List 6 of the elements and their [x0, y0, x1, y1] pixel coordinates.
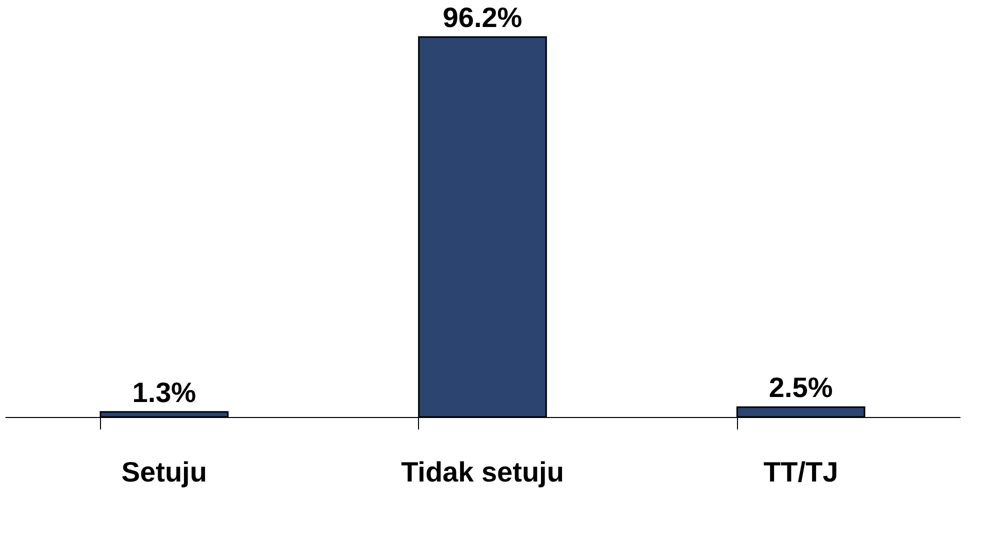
data-label: 2.5%: [768, 372, 833, 404]
data-label: 1.3%: [132, 376, 196, 408]
x-tick-label: Setuju: [121, 456, 207, 488]
x-tick-label: TT/TJ: [763, 456, 838, 488]
data-label: 96.2%: [442, 2, 522, 34]
x-tick-label: Tidak setuju: [401, 456, 564, 488]
